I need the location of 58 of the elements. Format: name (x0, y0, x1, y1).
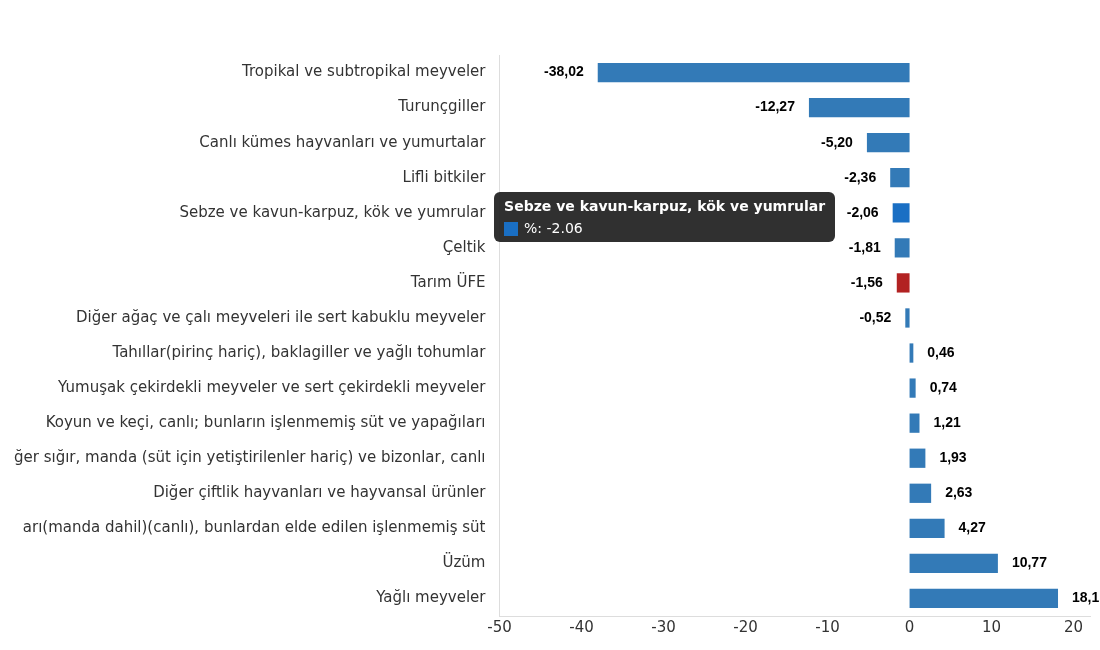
bar (597, 62, 910, 83)
data-label: 4,27 (958, 519, 987, 536)
annotation: %: -2.06 (524, 219, 583, 236)
bar (894, 238, 910, 258)
y-tick-label: Üzüm (442, 552, 486, 572)
bar (909, 483, 932, 503)
data-label: 0,46 (927, 343, 955, 360)
y-tick-label: Diğer ağaç ve çalı meyveleri ile sert kabuklu meyveler (76, 307, 487, 326)
x-tick-label: 20 (1064, 617, 1084, 636)
data-label: 0,74 (929, 378, 958, 395)
y-tick-label: Canlı kümes hayvanları ve yumurtalar (199, 132, 487, 151)
y-tick-label: Tarım ÜFE (409, 271, 486, 291)
bar (909, 448, 926, 468)
x-tick-label: -10 (815, 617, 840, 636)
data-label: -5,20 (820, 133, 854, 150)
data-label: -1,56 (850, 273, 883, 290)
x-tick-label: 10 (982, 617, 1002, 636)
data-label: -2,36 (844, 168, 877, 185)
data-label: 18,1 (1072, 589, 1100, 606)
data-label: -38,02 (544, 63, 584, 80)
x-tick-label: 0 (904, 617, 915, 636)
bar (896, 273, 910, 293)
bar (909, 588, 1059, 609)
y-tick-label: ğer sığır, manda (süt için yetiştirilenler hariç) ve bizonlar, canlı (14, 448, 486, 467)
y-tick-label: Yumuşak çekirdekli meyveler ve sert çekirdekli meyveler (57, 377, 487, 396)
y-tick-label: Tahıllar(pirinç hariç), baklagiller ve yağlı tohumlar (111, 342, 487, 361)
y-tick-label: Turunçgiller (397, 97, 487, 116)
data-label: -12,27 (755, 98, 796, 115)
data-label: 1,93 (939, 449, 967, 466)
bar (909, 378, 916, 398)
y-tick-label: arı(manda dahil)(canlı), bunlardan elde edilen işlenmemiş süt (22, 518, 486, 537)
bar (866, 133, 910, 153)
data-label: -0,52 (859, 308, 892, 325)
bar (909, 553, 998, 574)
annotation: Sebze ve kavun-karpuz, kök ve yumrular (504, 197, 826, 214)
y-tick-label: Diğer çiftlik hayvanları ve hayvansal ürünler (153, 483, 487, 502)
data-label: 1,21 (933, 414, 961, 431)
bar (892, 203, 910, 223)
data-label: -2,06 (846, 203, 879, 220)
y-tick-label: Tropikal ve subtropikal meyveler (241, 62, 487, 81)
y-tick-label: Yağlı meyveler (375, 588, 487, 607)
data-label: 2,63 (945, 484, 973, 501)
x-tick-label: -30 (651, 617, 676, 636)
bar (909, 518, 945, 538)
data-label: 10,77 (1011, 554, 1048, 571)
data-label: -1,81 (848, 238, 881, 255)
x-tick-label: -50 (487, 617, 512, 636)
tooltip-box: Sebze ve kavun-karpuz, kök ve yumrular %: -2.06 (494, 191, 836, 242)
x-tick-label: -40 (569, 617, 594, 636)
bar (909, 413, 920, 433)
y-tick-label: Çeltik (442, 237, 486, 256)
bar (808, 97, 910, 118)
y-tick-label: Sebze ve kavun-karpuz, kök ve yumrular (179, 202, 487, 221)
y-tick-label: Koyun ve keçi, canlı; bunların işlenmemiş süt ve yapağıları (45, 413, 486, 432)
x-tick-label: -20 (733, 617, 758, 636)
y-tick-label: Lifli bitkiler (402, 167, 487, 186)
bar (890, 168, 910, 188)
bar (905, 308, 910, 328)
